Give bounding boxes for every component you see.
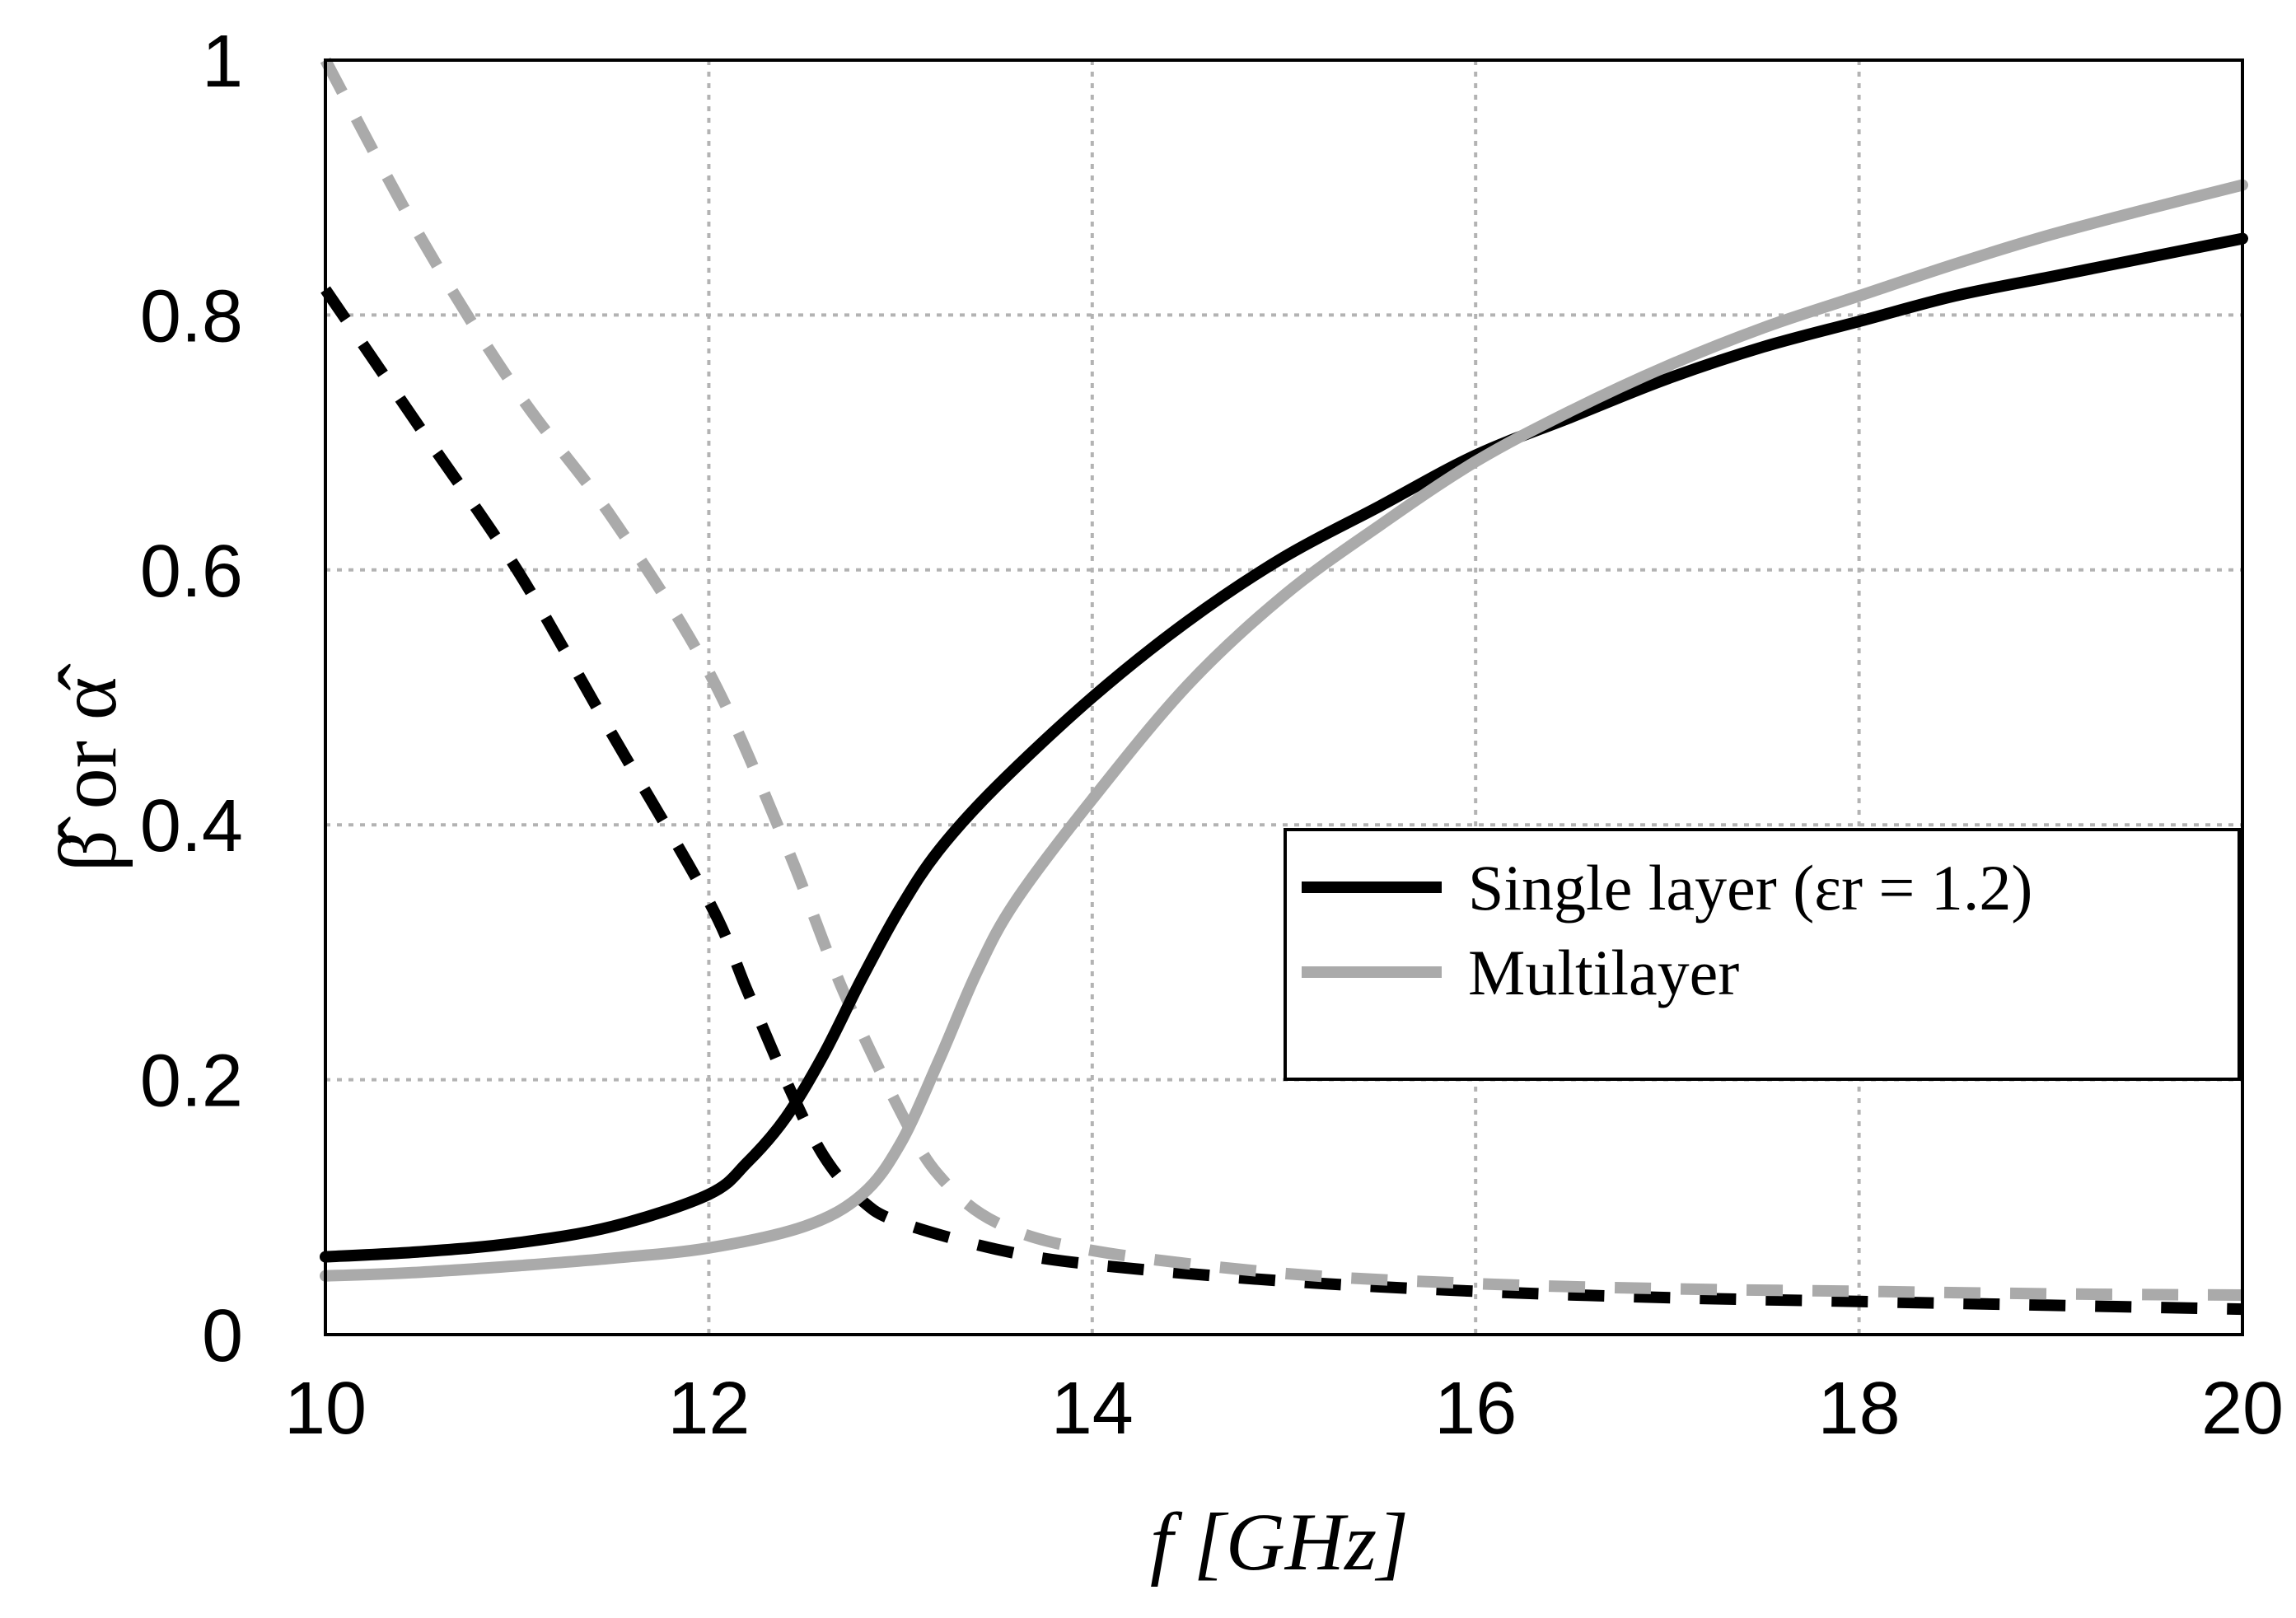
plot-frame xyxy=(324,58,2244,1336)
x-tick-label: 10 xyxy=(284,1368,367,1450)
x-tick-label: 18 xyxy=(1818,1368,1901,1450)
y-tick-label: 0 xyxy=(202,1295,243,1377)
legend: Single layer (εr = 1.2) Multilayer xyxy=(1284,828,2241,1081)
x-axis-label: f [GHz] xyxy=(1150,1496,1409,1588)
y-tick-label: 0.8 xyxy=(140,275,243,358)
y-tick-label: 0.2 xyxy=(140,1040,243,1123)
y-tick-label: 1 xyxy=(202,21,243,103)
series-line-single-layer xyxy=(320,286,2243,1316)
series-line-single-layer xyxy=(320,232,2248,1263)
x-tick-label: 16 xyxy=(1434,1368,1517,1450)
legend-label-multilayer: Multilayer xyxy=(1468,937,1739,1008)
legend-box xyxy=(1284,828,2241,1081)
x-tick-label: 14 xyxy=(1051,1368,1134,1450)
ticks: 10 12 14 16 18 20 0 0.2 0.4 0.6 0.8 1 xyxy=(140,21,2284,1450)
y-axis-label: β̂ or α̂ xyxy=(42,664,133,872)
y-tick-label: 0.4 xyxy=(140,785,243,867)
y-tick-label: 0.6 xyxy=(140,531,243,613)
series-line-multilayer xyxy=(320,57,2243,1301)
series-line-multilayer xyxy=(320,179,2248,1282)
x-tick-label: 20 xyxy=(2201,1368,2284,1450)
x-tick-label: 12 xyxy=(667,1368,750,1450)
series-layer xyxy=(320,57,2248,1316)
legend-label-single-layer: Single layer (εr = 1.2) xyxy=(1468,852,2032,924)
